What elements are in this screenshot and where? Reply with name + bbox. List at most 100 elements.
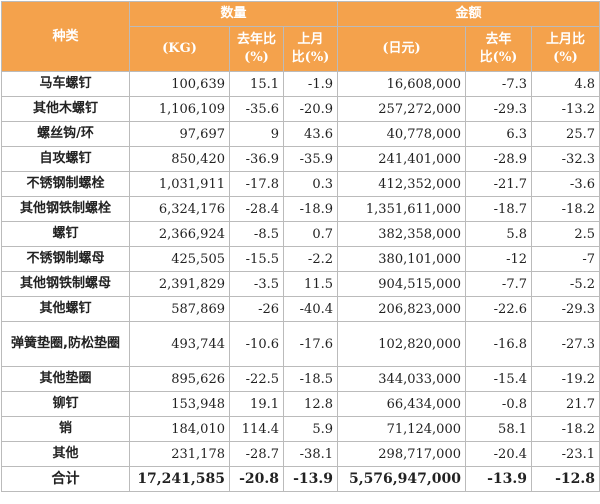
row-label: 其他垫圈 [1, 366, 130, 392]
header-cell: (日元) [337, 26, 466, 72]
cell: -5.2 [531, 271, 600, 297]
table-row: 不锈钢制螺栓 1,031,911 -17.8 0.3 412,352,000 -21.7-… [1, 171, 600, 197]
table-row: 其他钢铁制螺栓 6,324,176 -28.4 -18.9 1,351,611,000-… [1, 196, 600, 222]
cell: 97,697 [129, 121, 230, 147]
cell: -36.9 [229, 146, 284, 172]
cell: -18.5 [283, 366, 338, 392]
cell: 241,401,000 [337, 146, 466, 172]
cell: 100,639 [129, 71, 230, 97]
cell: -17.6 [283, 321, 338, 367]
table-body: 马车螺钉 100,639 15.1 -1.9 16,608,000 -7.3 4.8 其他木螺… [1, 71, 600, 492]
row-label: 螺丝钩/环 [1, 121, 130, 147]
cell: -22.6 [465, 296, 532, 322]
row-label: 铆钉 [1, 391, 130, 417]
cell: 66,434,000 [337, 391, 466, 417]
cell: 6.3 [465, 121, 532, 147]
cell: -15.5 [229, 246, 284, 272]
cell: 2,366,924 [129, 221, 230, 247]
cell: 153,948 [129, 391, 230, 417]
cell: 58.1 [465, 416, 532, 442]
table-row: 合计 17,241,585 -20.8 -13.9 5,576,947,000 -13.9… [1, 466, 600, 492]
table-row: 马车螺钉 100,639 15.1 -1.9 16,608,000 -7.3 4.8 [1, 71, 600, 97]
cell: 9 [229, 121, 284, 147]
table-row: 铆钉 153,948 19.1 12.8 66,434,000 -0.8 21.7 [1, 391, 600, 417]
cell: 493,744 [129, 321, 230, 367]
cell: 12.8 [283, 391, 338, 417]
cell: -18.9 [283, 196, 338, 222]
cell: 19.1 [229, 391, 284, 417]
cell: -13.9 [465, 466, 532, 492]
row-label: 其他钢铁制螺母 [1, 271, 130, 297]
row-label: 马车螺钉 [1, 71, 130, 97]
cell: -18.2 [531, 196, 600, 222]
cell: -26 [229, 296, 284, 322]
cell: 1,031,911 [129, 171, 230, 197]
cell: 231,178 [129, 441, 230, 467]
table-row: 其他螺钉 587,869 -26 -40.4 206,823,000 -22.6 -29.3 [1, 296, 600, 322]
header-row: (KG) 去年比 (%) 上月 比(%) (日元) 去年 比(%) 上月比 (%) [2, 26, 600, 72]
row-label: 自攻螺钉 [1, 146, 130, 172]
header-cell: 去年 比(%) [465, 26, 532, 72]
row-label: 其他 [1, 441, 130, 467]
table-row: 其他垫圈 895,626 -22.5 -18.5 344,033,000 -15.4 -19… [1, 366, 600, 392]
cell: -8.5 [229, 221, 284, 247]
cell: 0.7 [283, 221, 338, 247]
cell: 184,010 [129, 416, 230, 442]
row-label: 其他钢铁制螺栓 [1, 196, 130, 222]
table-row: 其他 231,178 -28.7 -38.1 298,717,000 -20.4 -23.1 [1, 441, 600, 467]
table-row: 不锈钢制螺母 425,505 -15.5 -2.2 380,101,000 -12 -7 [1, 246, 600, 272]
header-cell: 种类 [1, 1, 130, 72]
cell: -13.2 [531, 96, 600, 122]
cell: -28.9 [465, 146, 532, 172]
cell: -18.2 [531, 416, 600, 442]
cell: -20.8 [229, 466, 284, 492]
table-row: 销 184,010 114.4 5.9 71,124,000 58.1 -18.2 [1, 416, 600, 442]
cell: 206,823,000 [337, 296, 466, 322]
cell: -22.5 [229, 366, 284, 392]
cell: -21.7 [465, 171, 532, 197]
cell: -7.3 [465, 71, 532, 97]
cell: 43.6 [283, 121, 338, 147]
header-cell: 去年比 (%) [229, 26, 284, 72]
cell: -35.9 [283, 146, 338, 172]
cell: -16.8 [465, 321, 532, 367]
cell: 382,358,000 [337, 221, 466, 247]
cell: -32.3 [531, 146, 600, 172]
cell: 425,505 [129, 246, 230, 272]
row-label: 不锈钢制螺母 [1, 246, 130, 272]
cell: 2.5 [531, 221, 600, 247]
table-row: 弹簧垫圈,防松垫圈 493,744 -10.6 -17.6 102,820,000 -16… [1, 321, 600, 367]
cell: -18.7 [465, 196, 532, 222]
cell: -40.4 [283, 296, 338, 322]
cell: -1.9 [283, 71, 338, 97]
row-label: 销 [1, 416, 130, 442]
cell: -29.3 [465, 96, 532, 122]
cell: 412,352,000 [337, 171, 466, 197]
row-label: 不锈钢制螺栓 [1, 171, 130, 197]
cell: 102,820,000 [337, 321, 466, 367]
cell: -29.3 [531, 296, 600, 322]
cell: 380,101,000 [337, 246, 466, 272]
cell: -20.4 [465, 441, 532, 467]
cell: 40,778,000 [337, 121, 466, 147]
cell: -15.4 [465, 366, 532, 392]
data-table: 种类 数量 金额 (KG) 去年比 (%) 上月 比(%) (日元) 去年 比(%) 上月… [1, 1, 600, 492]
cell: -7 [531, 246, 600, 272]
cell: 257,272,000 [337, 96, 466, 122]
table-row: 其他木螺钉 1,106,109 -35.6 -20.9 257,272,000 -29.3… [1, 96, 600, 122]
cell: 298,717,000 [337, 441, 466, 467]
cell: -20.9 [283, 96, 338, 122]
cell: 21.7 [531, 391, 600, 417]
header-cell: (KG) [129, 26, 230, 72]
cell: 0.3 [283, 171, 338, 197]
cell: -3.6 [531, 171, 600, 197]
cell: -12.8 [531, 466, 600, 492]
cell: -2.2 [283, 246, 338, 272]
table-header: 种类 数量 金额 (KG) 去年比 (%) 上月 比(%) (日元) 去年 比(%) 上月… [1, 1, 600, 72]
cell: 6,324,176 [129, 196, 230, 222]
cell: 25.7 [531, 121, 600, 147]
cell: -35.6 [229, 96, 284, 122]
cell: 17,241,585 [129, 466, 230, 492]
header-cell: 数量 [129, 1, 338, 27]
cell: -28.4 [229, 196, 284, 222]
